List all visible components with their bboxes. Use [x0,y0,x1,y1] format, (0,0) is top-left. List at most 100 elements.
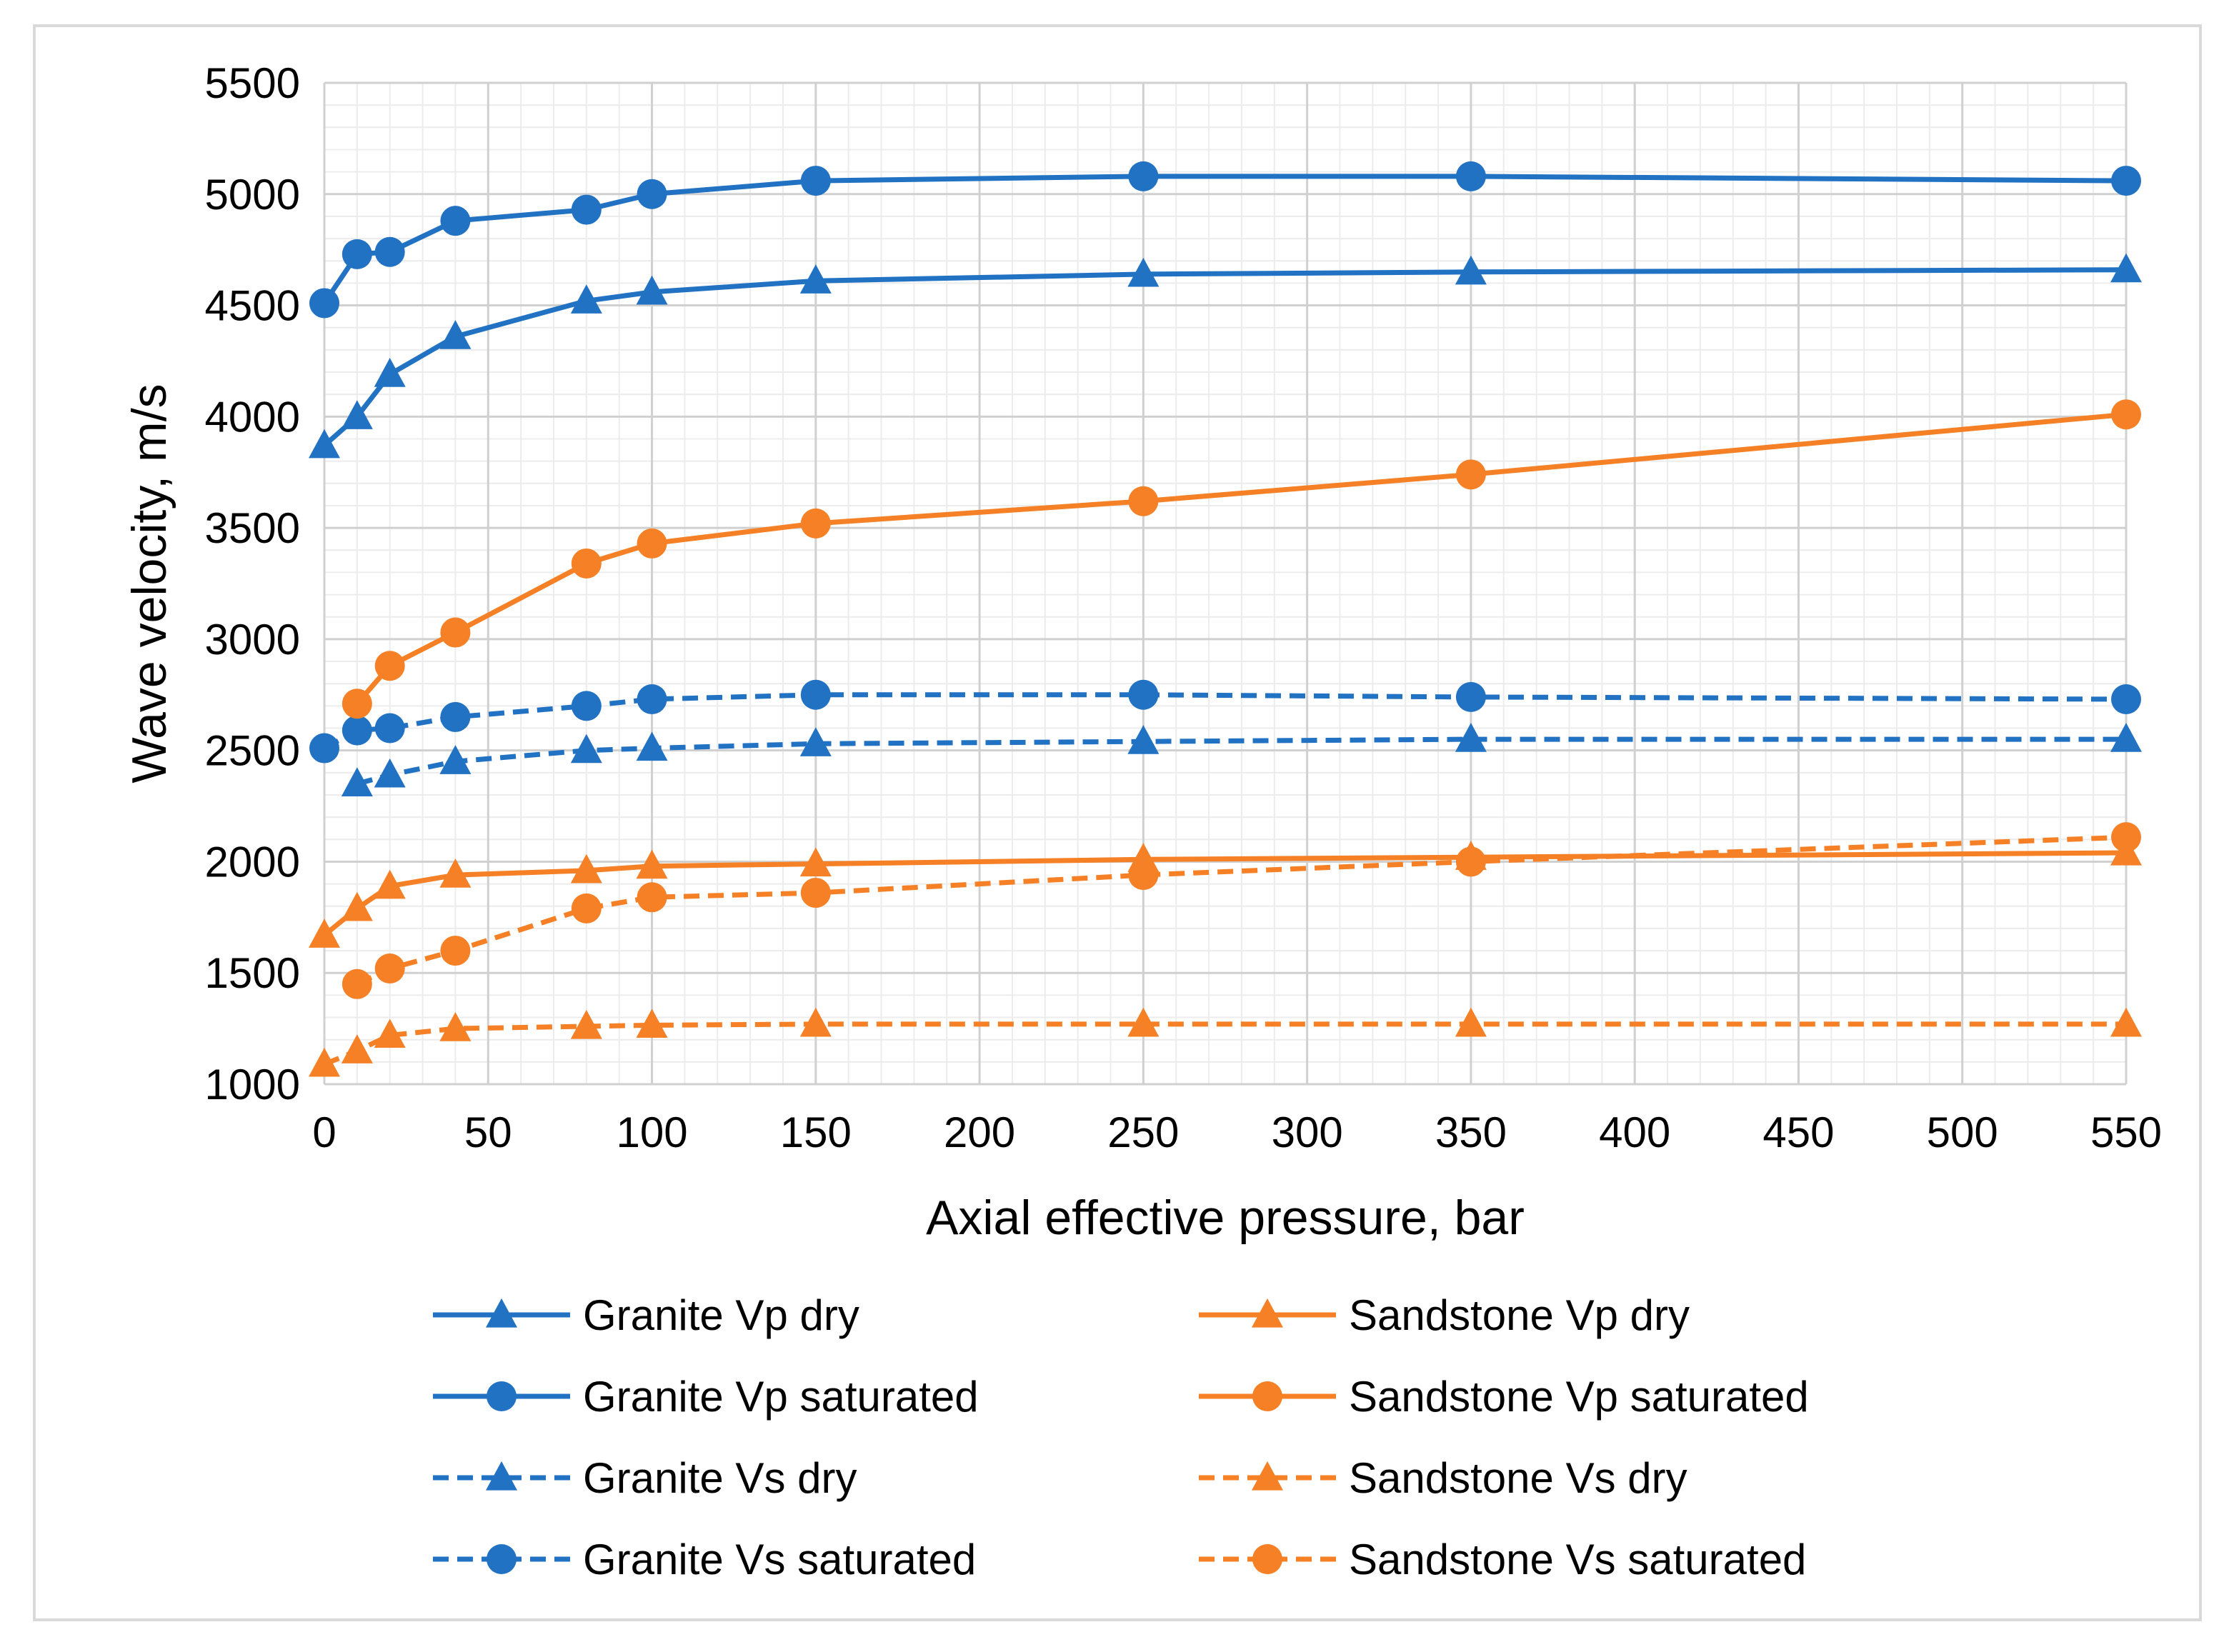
data-point-granite-vp-dry [570,284,602,314]
x-tick-label: 350 [1435,1108,1507,1156]
data-point-granite-vs-saturated [1455,681,1486,712]
data-point-sandstone-vs-dry [2110,1007,2142,1037]
data-point-sandstone-vp-saturated [1455,459,1486,490]
y-tick-label: 4500 [205,282,300,330]
series-line-sandstone-vp-dry [322,850,2127,938]
data-point-granite-vs-saturated [309,733,339,764]
series-line-granite-vs-saturated [323,692,2127,751]
legend-label: Sandstone Vp saturated [1349,1373,1809,1421]
series-sandstone-vs-dry [309,1007,2142,1077]
legend-item-granite-vp-saturated: Granite Vp saturated [433,1373,979,1421]
y-axis-ticks: 1000 1500 2000 2500 3000 3500 4000 4500 5000 5500 [205,59,300,1108]
data-point-sandstone-vs-saturated [440,936,471,966]
data-point-granite-vp-saturated [309,288,339,319]
minor-gridlines [324,83,2126,1084]
data-point-granite-vs-dry [636,731,668,761]
data-point-sandstone-vs-saturated [1455,846,1486,877]
legend: Granite Vp dry Granite Vp saturated Granit… [433,1291,1809,1583]
data-point-granite-vp-saturated [1128,161,1159,191]
x-tick-label: 200 [944,1108,1015,1156]
legend-label: Sandstone Vs saturated [1349,1536,1806,1583]
legend-label: Granite Vs dry [583,1454,857,1502]
data-point-granite-vp-dry [1127,257,1160,287]
data-point-granite-vs-saturated [637,684,667,715]
legend-item-sandstone-vp-saturated: Sandstone Vp saturated [1199,1373,1809,1421]
legend-marker [487,1544,517,1574]
data-point-sandstone-vp-saturated [1128,486,1159,516]
y-tick-label: 2500 [205,727,300,775]
x-tick-label: 100 [616,1108,687,1156]
series-line-sandstone-vs-saturated [356,834,2127,986]
data-point-granite-vp-dry [341,400,373,429]
data-point-sandstone-vs-saturated [341,968,372,999]
data-point-sandstone-vp-dry [341,891,373,921]
data-point-granite-vp-saturated [800,166,831,196]
data-point-sandstone-vs-dry [439,1012,472,1041]
legend-label: Sandstone Vp dry [1349,1291,1690,1339]
data-point-granite-vs-dry [2110,722,2142,752]
legend-label: Granite Vp saturated [583,1373,979,1421]
data-point-sandstone-vs-saturated [1128,860,1159,891]
data-point-granite-vp-saturated [2111,166,2141,196]
data-point-sandstone-vs-saturated [571,893,602,923]
data-point-granite-vs-dry [799,727,832,756]
data-point-sandstone-vp-dry [799,847,832,877]
data-point-granite-vp-saturated [571,194,602,225]
chart-frame: 1000 1500 2000 2500 3000 3500 4000 4500 5000 5500… [33,24,2202,1621]
data-point-sandstone-vs-dry [636,1008,668,1038]
data-point-sandstone-vp-saturated [800,508,831,539]
y-axis-title: Wave velocity, m/s [122,384,176,783]
legend-item-granite-vs-dry: Granite Vs dry [433,1454,857,1502]
data-point-sandstone-vs-saturated [374,953,405,983]
data-point-granite-vp-dry [636,275,668,305]
legend-item-sandstone-vs-saturated: Sandstone Vs saturated [1199,1536,1806,1583]
series-line-granite-vp-dry [322,267,2127,448]
data-point-sandstone-vp-dry [439,858,472,888]
y-tick-label: 3500 [205,504,300,552]
data-point-sandstone-vs-dry [1455,1007,1487,1037]
legend-label: Granite Vs saturated [583,1536,976,1583]
data-point-granite-vp-dry [374,358,406,387]
y-tick-label: 5500 [205,59,300,107]
x-tick-label: 500 [1927,1108,1998,1156]
x-tick-label: 550 [2090,1108,2162,1156]
x-axis-title: Axial effective pressure, bar [926,1191,1525,1245]
data-point-granite-vp-dry [799,264,832,294]
data-point-sandstone-vp-dry [309,918,340,948]
data-point-sandstone-vs-dry [570,1009,602,1039]
x-axis-ticks: 0 50 100 150 200 250 300 350 400 450 500 550 [312,1108,2162,1156]
data-point-sandstone-vs-dry [341,1034,373,1063]
x-tick-label: 50 [464,1108,512,1156]
data-point-sandstone-vs-saturated [2111,822,2141,853]
data-point-sandstone-vs-dry [309,1047,340,1077]
data-point-granite-vp-saturated [440,206,471,236]
line-chart: 1000150020002500300035004000450050005500… [122,59,2162,1583]
major-gridlines [323,81,2128,1086]
data-point-sandstone-vp-dry [570,853,602,883]
data-point-granite-vs-dry [341,767,373,796]
legend-marker [486,1298,517,1328]
data-point-sandstone-vs-dry [374,1018,406,1048]
data-point-granite-vs-dry [1455,722,1487,752]
data-point-granite-vp-dry [309,429,340,459]
data-point-sandstone-vs-saturated [637,882,667,913]
data-point-granite-vs-dry [1127,725,1160,754]
legend-item-sandstone-vs-dry: Sandstone Vs dry [1199,1454,1687,1502]
data-point-sandstone-vs-dry [1127,1007,1160,1037]
data-point-granite-vp-saturated [637,179,667,209]
data-point-granite-vp-dry [1455,255,1487,285]
data-point-granite-vs-dry [374,758,406,788]
series-line-sandstone-vs-dry [323,1021,2126,1067]
data-point-granite-vs-saturated [571,691,602,721]
data-point-sandstone-vp-saturated [637,528,667,559]
data-point-sandstone-vp-dry [636,849,668,879]
series-layer [309,161,2142,1077]
data-point-granite-vp-saturated [1455,161,1486,191]
legend-label: Sandstone Vs dry [1349,1454,1687,1502]
data-point-sandstone-vp-saturated [571,548,602,579]
data-point-granite-vs-dry [439,745,472,774]
data-point-granite-vs-dry [570,734,602,764]
data-point-granite-vs-saturated [2111,684,2141,715]
data-point-sandstone-vs-saturated [800,878,831,908]
series-line-granite-vp-saturated [322,174,2127,305]
